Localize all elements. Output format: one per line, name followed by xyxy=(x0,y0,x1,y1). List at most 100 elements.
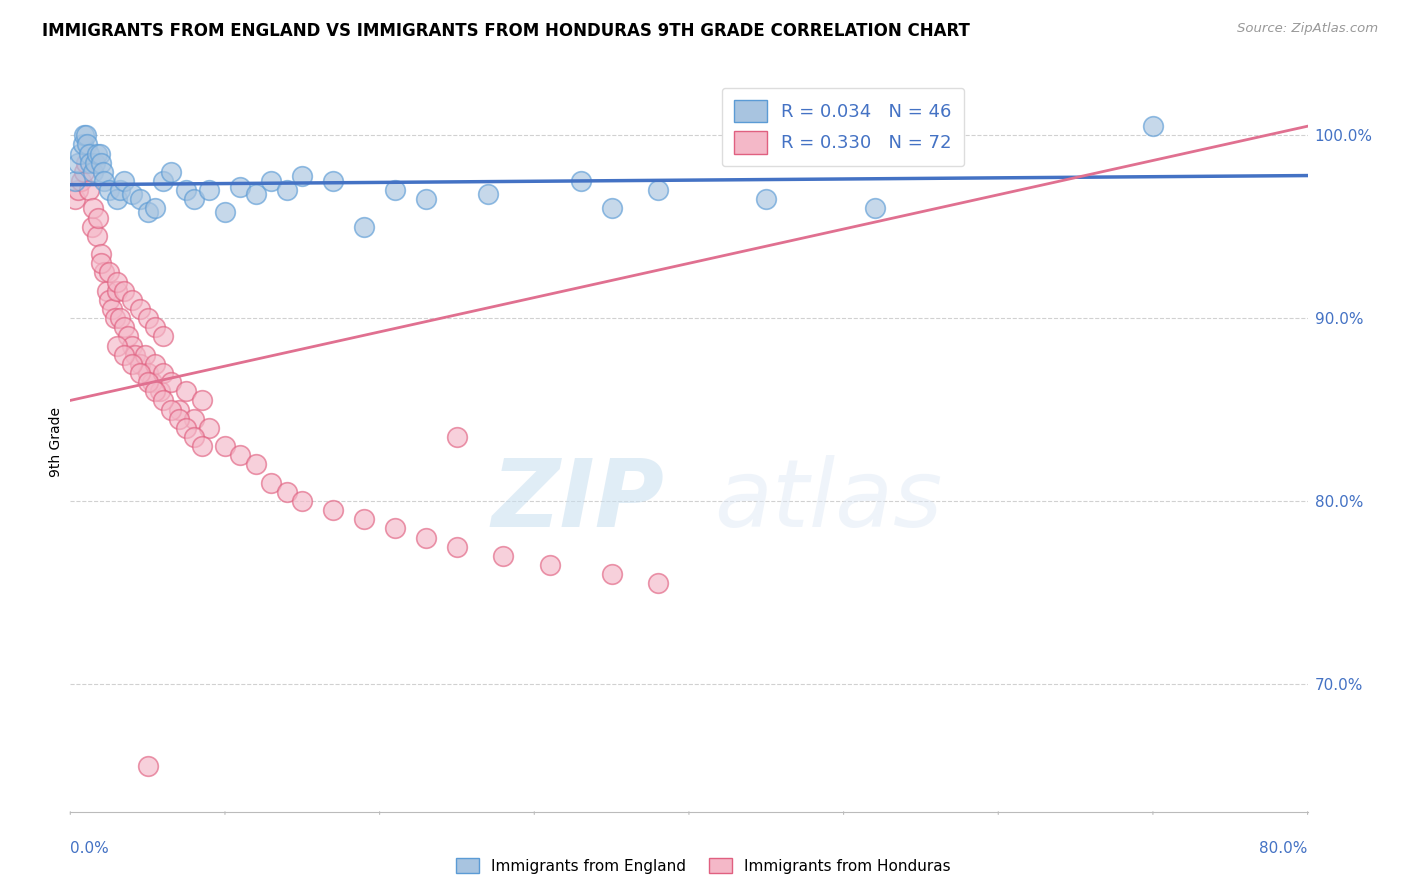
Point xyxy=(121,186,143,201)
Point xyxy=(67,155,90,169)
Point xyxy=(446,540,468,554)
Point xyxy=(198,183,221,197)
Point xyxy=(167,411,190,425)
Point xyxy=(84,155,107,169)
Point xyxy=(167,402,190,417)
Point xyxy=(108,183,131,197)
Point xyxy=(91,165,114,179)
Point xyxy=(145,384,166,399)
Point xyxy=(183,192,205,206)
Point xyxy=(174,421,197,435)
Point xyxy=(198,421,221,435)
Legend: R = 0.034   N = 46, R = 0.330   N = 72: R = 0.034 N = 46, R = 0.330 N = 72 xyxy=(721,87,965,166)
Point xyxy=(129,357,152,371)
Point xyxy=(191,439,214,453)
Point xyxy=(98,265,120,279)
Point xyxy=(98,293,120,307)
Point xyxy=(174,384,197,399)
Point xyxy=(477,186,499,201)
Point xyxy=(384,183,406,197)
Point xyxy=(291,169,314,183)
Point xyxy=(77,146,100,161)
Point xyxy=(291,494,314,508)
Point xyxy=(136,759,159,773)
Point xyxy=(93,174,115,188)
Point xyxy=(67,183,90,197)
Point xyxy=(647,183,669,197)
Point xyxy=(647,576,669,591)
Point xyxy=(90,155,112,169)
Point xyxy=(117,329,139,343)
Point xyxy=(101,301,124,316)
Point xyxy=(80,219,103,234)
Point xyxy=(105,275,128,289)
Point xyxy=(108,311,131,326)
Point xyxy=(129,366,152,380)
Point xyxy=(214,205,236,219)
Point xyxy=(124,348,146,362)
Point xyxy=(82,165,105,179)
Point xyxy=(260,475,283,490)
Point xyxy=(569,174,592,188)
Point xyxy=(104,311,127,326)
Point xyxy=(134,348,156,362)
Text: atlas: atlas xyxy=(714,455,942,546)
Point xyxy=(75,128,97,143)
Point xyxy=(96,284,118,298)
Point xyxy=(160,402,183,417)
Point xyxy=(136,205,159,219)
Point xyxy=(76,137,98,152)
Text: IMMIGRANTS FROM ENGLAND VS IMMIGRANTS FROM HONDURAS 9TH GRADE CORRELATION CHART: IMMIGRANTS FROM ENGLAND VS IMMIGRANTS FR… xyxy=(42,22,970,40)
Point xyxy=(82,202,105,216)
Point xyxy=(105,284,128,298)
Point xyxy=(129,301,152,316)
Text: 0.0%: 0.0% xyxy=(70,841,110,856)
Point xyxy=(160,375,183,389)
Point xyxy=(136,366,159,380)
Point xyxy=(114,284,135,298)
Point xyxy=(322,503,344,517)
Y-axis label: 9th Grade: 9th Grade xyxy=(49,407,63,476)
Point xyxy=(86,228,108,243)
Point xyxy=(152,174,174,188)
Point xyxy=(114,348,135,362)
Point xyxy=(229,448,252,462)
Point xyxy=(600,202,623,216)
Point xyxy=(160,165,183,179)
Point xyxy=(145,320,166,334)
Point xyxy=(260,174,283,188)
Point xyxy=(136,375,159,389)
Point xyxy=(114,174,135,188)
Point xyxy=(1142,119,1164,133)
Point xyxy=(87,211,110,225)
Point xyxy=(121,357,143,371)
Point xyxy=(322,174,344,188)
Point xyxy=(276,183,298,197)
Point xyxy=(63,192,86,206)
Point xyxy=(863,202,886,216)
Point xyxy=(136,311,159,326)
Point xyxy=(90,247,112,261)
Point xyxy=(105,192,128,206)
Point xyxy=(183,411,205,425)
Point xyxy=(492,549,515,563)
Point xyxy=(152,393,174,408)
Point xyxy=(121,293,143,307)
Point xyxy=(79,155,101,169)
Point xyxy=(384,521,406,535)
Point xyxy=(276,484,298,499)
Point xyxy=(90,256,112,270)
Point xyxy=(145,202,166,216)
Point xyxy=(191,393,214,408)
Point xyxy=(129,192,152,206)
Point xyxy=(73,128,96,143)
Point xyxy=(149,384,172,399)
Point xyxy=(214,439,236,453)
Point xyxy=(63,174,86,188)
Point xyxy=(538,558,561,572)
Point xyxy=(600,567,623,582)
Text: ZIP: ZIP xyxy=(491,455,664,547)
Point xyxy=(69,146,91,161)
Point xyxy=(245,186,267,201)
Point xyxy=(152,329,174,343)
